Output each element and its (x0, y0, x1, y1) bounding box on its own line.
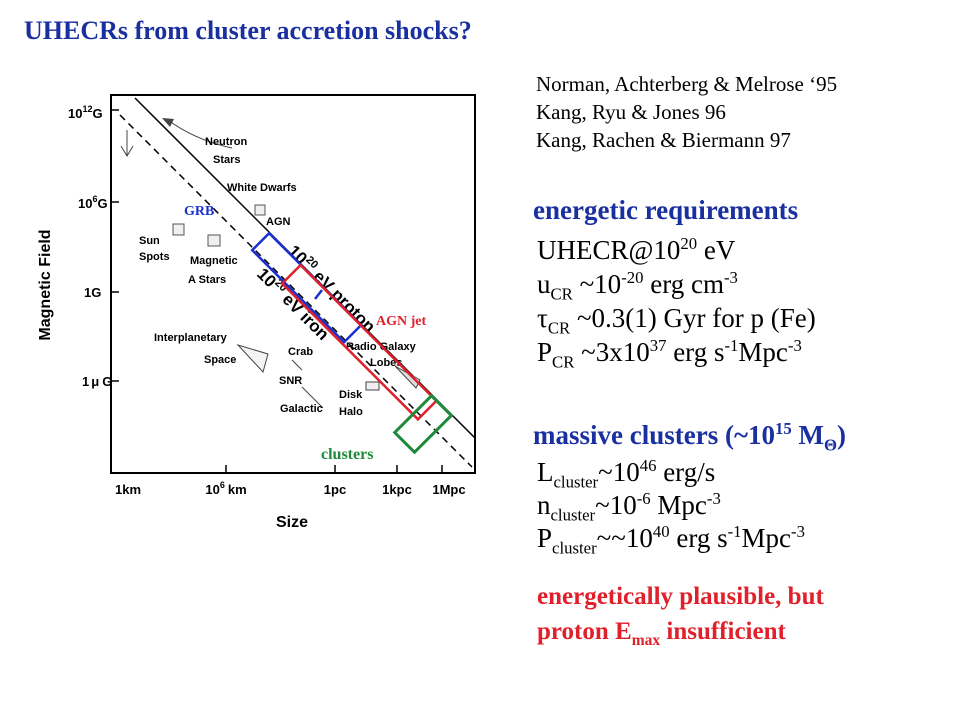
label-disk: Disk (339, 389, 363, 401)
conclusion-line-2: proton Emax insufficient (537, 618, 786, 649)
agn-jet-box (280, 263, 439, 422)
conclusion: energetically plausible, but proton Emax… (537, 579, 824, 649)
interplanetary-wedge (236, 343, 269, 373)
clusters-box (392, 393, 454, 455)
x-tick-1km: 1km (115, 482, 141, 497)
x-tick-1mpc: 1Mpc (432, 482, 465, 497)
snr-line (291, 359, 303, 371)
slide-title: UHECRs from cluster accretion shocks? (24, 16, 472, 45)
grb-label: GRB (184, 204, 214, 219)
cluster-properties: Lcluster~1046 erg/s ncluster~10-6 Mpc-3 … (537, 456, 805, 558)
label-sun: Sun (139, 235, 160, 247)
label-halo: Halo (339, 406, 363, 418)
radio-galaxy-wedge (394, 365, 421, 389)
label-magnetic: Magnetic (190, 255, 238, 267)
agn-box (254, 204, 266, 216)
grb-connector (314, 289, 323, 300)
label-spots: Spots (139, 251, 170, 263)
iron-line (119, 114, 473, 468)
label-white-dwarfs: White Dwarfs (227, 182, 297, 194)
agn-jet-label: AGN jet (376, 314, 426, 329)
clusters-heading: massive clusters (~1015 MΘ) (533, 419, 846, 455)
references: Norman, Achterberg & Melrose ‘95 Kang, R… (536, 70, 837, 154)
y-ticks (111, 109, 119, 382)
label-galactic: Galactic (280, 403, 323, 415)
clusters-label: clusters (321, 446, 373, 463)
label-crab: Crab (288, 346, 313, 358)
y-axis-label: Magnetic Field (37, 229, 54, 340)
conclusion-line-1: energetically plausible, but (537, 583, 824, 610)
reference-2: Kang, Ryu & Jones 96 (536, 100, 726, 124)
label-snr: SNR (279, 375, 302, 387)
x-tick-1pc: 1pc (324, 482, 346, 497)
magnetic-a-stars-box (207, 234, 221, 247)
req-line-3: τCR ~0.3(1) Gyr for p (Fe) (537, 303, 816, 338)
req-line-1: UHECR@1020 eV (537, 234, 736, 265)
energetic-heading: energetic requirements (533, 195, 799, 225)
y-tick-1e12: 1012G (68, 104, 103, 121)
label-neutron: Neutron (205, 136, 247, 148)
x-tick-1e6km: 106 km (205, 480, 246, 497)
y-tick-1g: 1G (84, 285, 101, 300)
x-axis-label: Size (276, 514, 308, 531)
sun-spots-box (172, 223, 185, 236)
energetic-requirements: UHECR@1020 eV uCR ~10-20 erg cm-3 τCR ~0… (537, 233, 816, 372)
label-stars: Stars (213, 154, 241, 166)
label-space: Space (204, 354, 236, 366)
reference-1: Norman, Achterberg & Melrose ‘95 (536, 72, 838, 96)
req-line-2: uCR ~10-20 erg cm-3 (537, 268, 738, 304)
neutron-stars-arrowhead (162, 118, 174, 127)
req-line-4: PCR ~3x1037 erg s-1Mpc-3 (537, 336, 802, 372)
label-interplanetary: Interplanetary (154, 332, 228, 344)
down-arrow (120, 130, 134, 157)
galactic-line (301, 386, 324, 409)
cluster-line-2: ncluster~10-6 Mpc-3 (537, 489, 721, 525)
cluster-line-3: Pcluster~~1040 erg s-1Mpc-3 (537, 522, 805, 558)
plot-frame (110, 94, 476, 474)
disk-halo-box (365, 381, 380, 391)
y-tick-1e6: 106G (78, 194, 108, 211)
cluster-line-1: Lcluster~1046 erg/s (537, 456, 716, 492)
x-tick-1kpc: 1kpc (382, 482, 412, 497)
label-a-stars: A Stars (188, 274, 226, 286)
label-agn: AGN (266, 216, 291, 228)
reference-3: Kang, Rachen & Biermann 97 (536, 128, 791, 152)
neutron-stars-arrow (167, 119, 233, 149)
x-ticks (225, 465, 443, 473)
